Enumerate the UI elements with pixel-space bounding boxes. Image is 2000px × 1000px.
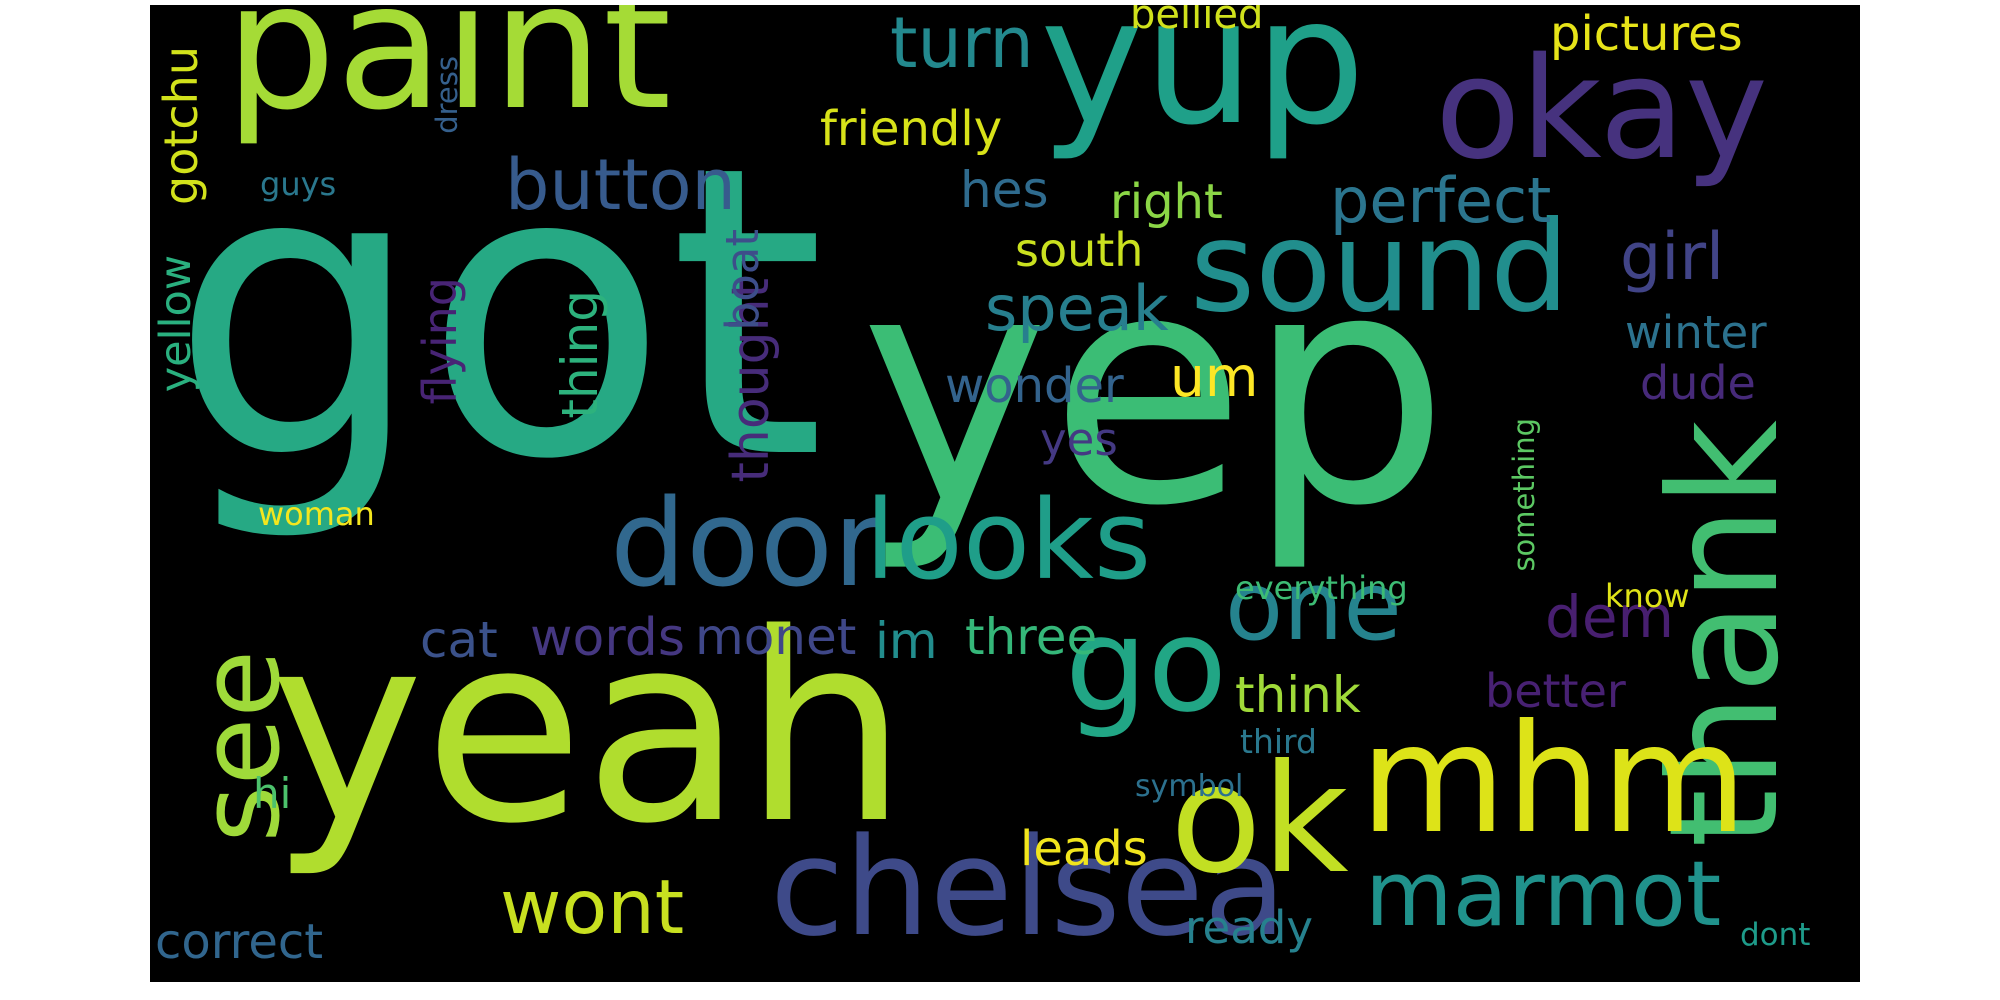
cloud-word-friendly: friendly: [820, 101, 1003, 157]
cloud-word-three: three: [965, 608, 1098, 666]
cloud-word-ready: ready: [1185, 901, 1313, 954]
cloud-word-got: got: [170, 82, 826, 547]
cloud-word-chelsea: chelsea: [770, 809, 1287, 966]
cloud-word-go: go: [1065, 589, 1228, 741]
cloud-word-something: something: [1507, 418, 1541, 572]
cloud-word-marmot: marmot: [1365, 842, 1722, 947]
cloud-word-okay: okay: [1435, 28, 1768, 191]
cloud-word-hes: hes: [960, 161, 1049, 219]
cloud-word-flying: flying: [413, 277, 467, 405]
cloud-word-wont: wont: [500, 863, 685, 951]
cloud-word-symbol: symbol: [1135, 769, 1244, 804]
cloud-word-perfect: perfect: [1330, 164, 1552, 237]
cloud-word-um: um: [1170, 345, 1259, 409]
cloud-word-speak: speak: [985, 272, 1169, 345]
cloud-word-gotchu: gotchu: [154, 46, 208, 205]
cloud-word-sound: sound: [1190, 195, 1570, 340]
cloud-word-pictures: pictures: [1550, 6, 1743, 62]
cloud-word-monet: monet: [695, 608, 857, 666]
cloud-word-button: button: [505, 144, 736, 226]
cloud-word-yup: yup: [1040, 5, 1366, 164]
cloud-word-boat: boat: [716, 229, 769, 331]
cloud-word-know: know: [1605, 577, 1690, 615]
cloud-word-paint: paint: [225, 5, 672, 149]
cloud-word-south: south: [1015, 223, 1144, 277]
cloud-word-hi: hi: [253, 769, 292, 818]
cloud-word-winter: winter: [1625, 306, 1767, 359]
cloud-word-right: right: [1110, 174, 1223, 230]
cloud-word-dont: dont: [1740, 917, 1811, 953]
cloud-word-wonder: wonder: [945, 358, 1124, 414]
cloud-word-ok: ok: [1170, 733, 1349, 907]
cloud-word-woman: woman: [258, 495, 375, 533]
cloud-word-one: one: [1225, 552, 1402, 662]
cloud-word-girl: girl: [1620, 220, 1725, 295]
cloud-word-cat: cat: [420, 611, 498, 669]
cloud-word-leads: leads: [1020, 821, 1148, 877]
cloud-word-looks: looks: [865, 476, 1152, 604]
cloud-word-better: better: [1485, 664, 1626, 718]
cloud-word-dress: dress: [430, 56, 464, 134]
cloud-word-dude: dude: [1640, 356, 1756, 410]
cloud-word-mhm: mhm: [1360, 693, 1748, 867]
cloud-word-turn: turn: [890, 5, 1034, 84]
cloud-word-door: door: [610, 475, 883, 614]
cloud-word-correct: correct: [155, 914, 324, 970]
cloud-word-yes: yes: [1040, 413, 1118, 466]
cloud-word-im: im: [875, 612, 938, 670]
cloud-word-yeah: yeah: [270, 579, 908, 881]
cloud-word-bellied: bellied: [1130, 5, 1264, 38]
cloud-word-thing: thing: [551, 290, 609, 419]
word-cloud: got yep yeah paint yup okay sound thank mhm chels…: [150, 5, 1860, 982]
cloud-word-yellow: yellow: [151, 255, 201, 393]
cloud-word-everything: everything: [1235, 569, 1408, 607]
cloud-word-words: words: [530, 608, 685, 668]
cloud-word-guys: guys: [260, 165, 337, 203]
cloud-word-dem: dem: [1545, 583, 1674, 651]
cloud-word-third: third: [1240, 722, 1317, 761]
cloud-word-think: think: [1235, 666, 1361, 724]
cloud-word-yep: yep: [860, 204, 1450, 576]
